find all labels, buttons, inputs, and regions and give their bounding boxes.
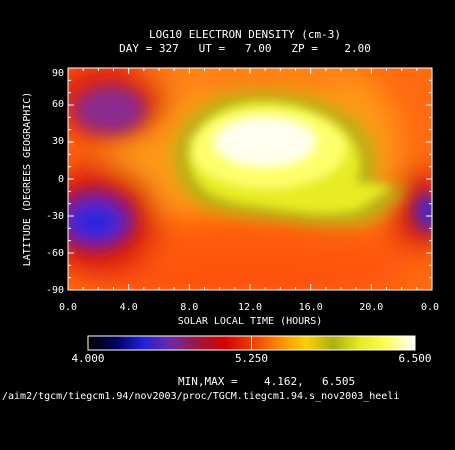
y-tick-label: -60 [46,248,64,259]
x-tick-label: 12.0 [238,302,262,313]
colorbar-max-label: 6.500 [398,352,431,365]
y-tick-label: -90 [46,285,64,296]
y-tick-label: 60 [52,99,64,110]
axis-ticks [67,67,433,291]
colorbar-min-label: 4.000 [71,352,104,365]
y-tick-label: 30 [52,136,64,147]
x-tick-label: 8.0 [180,302,198,313]
y-tick-label: 90 [52,68,64,79]
x-tick-label: 0.0 [421,302,439,313]
x-tick-labels: 0.0 4.0 8.0 12.0 16.0 20.0 0.0 [59,302,439,313]
y-tick-label: 0 [58,174,64,185]
footer-file-path: /aim2/tgcm/tiegcm1.94/nov2003/proc/TGCM.… [2,391,399,402]
x-tick-label: 16.0 [299,302,323,313]
x-tick-label: 20.0 [359,302,383,313]
max-value: 6.505 [322,375,355,388]
min-max-label: MIN,MAX = [178,375,238,388]
chart-subtitle: DAY = 327 UT = 7.00 ZP = 2.00 [119,42,371,55]
x-tick-label: 4.0 [120,302,138,313]
y-tick-label: -30 [46,211,64,222]
x-tick-label: 0.0 [59,302,77,313]
heatmap-field [68,68,432,290]
min-value: 4.162, [264,375,304,388]
chart-title: LOG10 ELECTRON DENSITY (cm-3) [149,28,341,41]
y-axis-label: LATITUDE (DEGREES GEOGRAPHIC) [22,92,33,267]
colorbar-mid-label: 5.250 [235,352,268,365]
x-axis-label: SOLAR LOCAL TIME (HOURS) [178,316,323,327]
y-tick-labels: 90 60 30 0 -30 -60 -90 [46,68,64,296]
